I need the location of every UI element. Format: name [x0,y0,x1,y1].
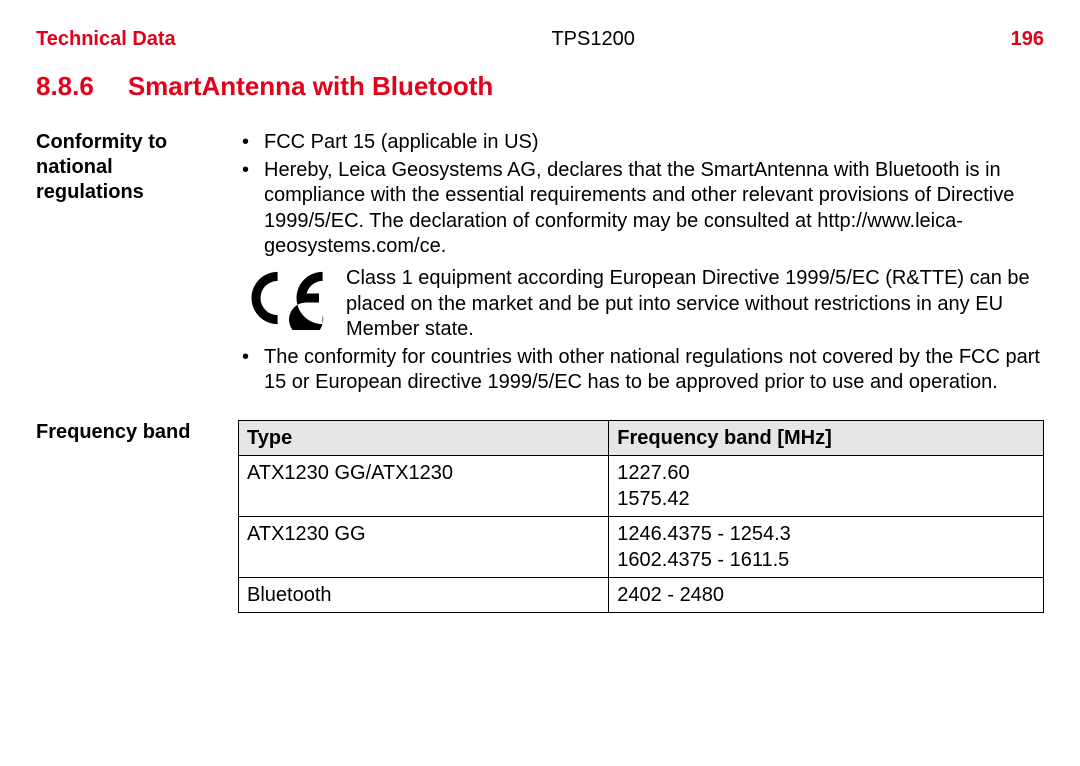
frequency-table: Type Frequency band [MHz] ATX1230 GG/ATX… [238,420,1044,613]
page: Technical Data TPS1200 196 8.8.6 SmartAn… [0,0,1080,613]
conformity-block: Conformity to national regulations FCC P… [36,130,1044,398]
table-row: ATX1230 GG 1246.4375 - 1254.31602.4375 -… [239,516,1044,577]
table-row: Bluetooth 2402 - 2480 [239,577,1044,612]
section-heading: 8.8.6 SmartAntenna with Bluetooth [36,71,1044,102]
cell-band: 1227.601575.42 [609,455,1044,516]
header-page-number: 196 [1011,28,1044,51]
conformity-bullet-2: Hereby, Leica Geosystems AG, declares th… [238,158,1044,260]
section-title: SmartAntenna with Bluetooth [128,71,493,102]
conformity-bullet-3: The conformity for countries with other … [238,345,1044,396]
table-header-row: Type Frequency band [MHz] [239,420,1044,455]
frequency-block: Frequency band Type Frequency band [MHz]… [36,420,1044,613]
cell-band: 1246.4375 - 1254.31602.4375 - 1611.5 [609,516,1044,577]
page-header: Technical Data TPS1200 196 [36,28,1044,51]
cell-type: ATX1230 GG [239,516,609,577]
header-section-name: Technical Data [36,28,176,51]
frequency-content: Type Frequency band [MHz] ATX1230 GG/ATX… [238,420,1044,613]
conformity-bullet-1: FCC Part 15 (applicable in US) [238,130,1044,156]
frequency-label: Frequency band [36,420,216,613]
ce-mark-icon [238,266,328,330]
conformity-label: Conformity to national regulations [36,130,216,398]
ce-text: Class 1 equipment according European Dir… [346,266,1044,343]
cell-type: ATX1230 GG/ATX1230 [239,455,609,516]
cell-type: Bluetooth [239,577,609,612]
header-product: TPS1200 [176,28,1011,51]
col-band: Frequency band [MHz] [609,420,1044,455]
col-type: Type [239,420,609,455]
conformity-content: FCC Part 15 (applicable in US) Hereby, L… [238,130,1044,398]
section-number: 8.8.6 [36,71,94,102]
ce-row: Class 1 equipment according European Dir… [238,266,1044,343]
table-row: ATX1230 GG/ATX1230 1227.601575.42 [239,455,1044,516]
cell-band: 2402 - 2480 [609,577,1044,612]
